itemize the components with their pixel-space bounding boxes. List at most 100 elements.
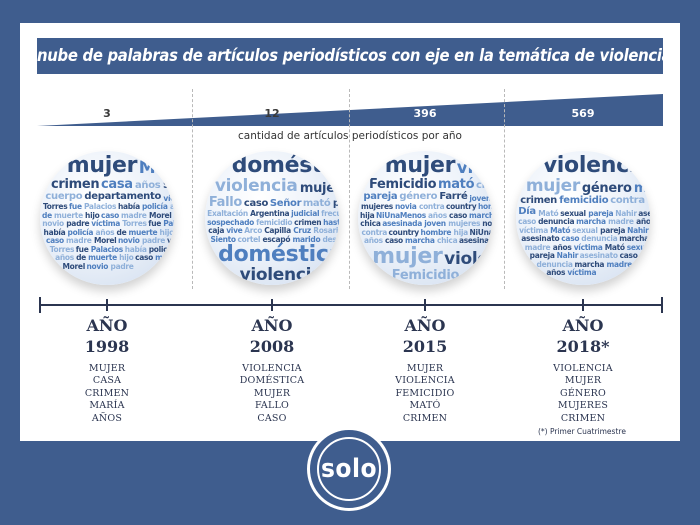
cloud-word: femicidio xyxy=(559,195,609,206)
timeline xyxy=(39,297,663,313)
cloud-word: Palacios xyxy=(83,202,117,211)
cloud-word: mujeres xyxy=(633,181,650,196)
cloud-word: Día xyxy=(518,206,536,217)
cloud-word: víctima xyxy=(91,219,121,228)
cloud-word: Nahir xyxy=(556,251,579,260)
cloud-word: Morel xyxy=(62,261,86,271)
cloud-word: fue xyxy=(148,219,162,228)
year-number: 2018* xyxy=(556,337,610,356)
cloud-word: madre xyxy=(155,253,174,262)
logo-ring: solo xyxy=(317,437,381,501)
top-words-list: VIOLENCIA MUJER GÉNERO MUJERES CRIMEN xyxy=(513,363,653,425)
cloud-word: policía xyxy=(67,227,94,237)
cloud-word: caja xyxy=(208,226,225,235)
infographic-panel: nube de palabras de artículos periodísti… xyxy=(20,23,680,441)
cloud-word: contra xyxy=(610,195,645,206)
cloud-word: años xyxy=(134,180,161,191)
cloud-word: padre xyxy=(66,219,90,228)
cloud-word: sospechado xyxy=(207,217,255,227)
cloud-word: sexual xyxy=(560,208,586,218)
top-word: MATÓ xyxy=(409,400,441,412)
cloud-word: María xyxy=(138,158,174,178)
cloud-word: Arco xyxy=(244,226,263,235)
cloud-word: género xyxy=(399,191,438,202)
cloud-word: departamento xyxy=(84,191,162,202)
count-2018: 569 xyxy=(571,107,595,120)
cloud-word: años xyxy=(428,210,447,220)
column-divider xyxy=(349,89,350,289)
count-2015: 396 xyxy=(413,107,437,120)
cloud-word: víctima xyxy=(163,193,174,203)
cloud-word: madre xyxy=(524,242,551,252)
cloud-word: crimen xyxy=(294,217,322,227)
year-label: AÑO xyxy=(404,316,446,335)
cloud-word: Farré xyxy=(439,191,468,202)
cloud-word: víctima xyxy=(567,268,597,277)
cloud-word: joven xyxy=(424,219,446,228)
cloud-word: crimen xyxy=(475,180,492,191)
cloud-word: casa xyxy=(100,177,133,192)
cloud-word: mujer xyxy=(299,181,339,196)
cloud-word: hija xyxy=(453,227,469,237)
word-cloud-2018: violenciamujergéneromujeres crimenfemicid… xyxy=(516,151,650,285)
top-word: CRIMEN xyxy=(402,412,448,424)
cloud-word: mujer xyxy=(66,153,138,178)
cloud-word: NiUnaMenos xyxy=(376,210,426,220)
cloud-word: doméstica xyxy=(231,153,339,178)
cloud-word: mató xyxy=(302,198,331,209)
cloud-word: género xyxy=(581,181,632,196)
cloud-word: NiUnaMenos xyxy=(469,227,492,237)
cloud-word: hombre xyxy=(477,202,492,211)
cloud-word: country xyxy=(445,202,477,211)
cloud-word: frecuentes xyxy=(321,209,339,218)
cloud-word: Palacios xyxy=(90,244,124,254)
cloud-word: novio xyxy=(86,261,109,271)
cloud-word: sexual xyxy=(626,242,650,252)
cloud-word: muerte xyxy=(88,253,117,262)
cloud-word: Mató xyxy=(550,225,571,235)
cloud-word: mujeres xyxy=(448,219,481,228)
cloud-word: denuncia xyxy=(536,259,573,269)
cloud-word: padre xyxy=(110,261,134,271)
top-word: VIOLENCIA xyxy=(395,375,455,387)
year-block-1998: AÑO 1998 MUJER CASA CRIMEN MARÍA AÑOS xyxy=(37,315,177,425)
year-block-2008: AÑO 2008 VIOLENCIA DOMÉSTICA MUJER FALLO… xyxy=(202,315,342,425)
cloud-word: hijo xyxy=(159,227,174,237)
cloud-word: pasional xyxy=(332,198,339,209)
top-word: CRIMEN xyxy=(84,387,130,399)
cloud-word: Nahir xyxy=(627,225,649,235)
cloud-word: marcha xyxy=(619,234,649,243)
cloud-word: hombre xyxy=(420,227,452,237)
cloud-word: Rosario xyxy=(313,226,339,235)
cloud-word: asesinato xyxy=(521,234,560,243)
top-word: VIOLENCIA xyxy=(553,363,613,374)
cloud-word: judicial xyxy=(291,209,320,218)
top-word: CRIMEN xyxy=(560,412,606,424)
cloud-word: fue xyxy=(68,202,82,211)
cloud-word: padre xyxy=(141,236,166,245)
cloud-word: vive xyxy=(226,226,243,235)
cloud-word: caso xyxy=(561,234,580,243)
cloud-word: víctima xyxy=(519,225,548,235)
cloud-word: Señor xyxy=(269,198,302,209)
top-word: FEMICIDIO xyxy=(395,387,455,399)
cloud-word: Fallo xyxy=(208,195,243,210)
cloud-word: denuncia xyxy=(581,234,618,243)
top-words-list: MUJER VIOLENCIA FEMICIDIO MATÓ CRIMEN xyxy=(355,363,495,425)
cloud-word: novia xyxy=(394,202,417,211)
cloud-word: policía xyxy=(148,244,174,254)
word-cloud-2008: domésticaviolenciamujerFallocasoSeñormat… xyxy=(205,151,339,285)
cloud-word: hasta xyxy=(323,217,339,227)
cloud-word: asesinada xyxy=(382,219,423,228)
cloud-word: novia xyxy=(482,219,492,228)
cloud-word: Cruz xyxy=(293,226,311,235)
word-cloud-2015: mujerviolenciaFemicidiomatócrimenparejag… xyxy=(358,151,492,285)
year-number: 2015 xyxy=(402,337,448,356)
cloud-word: años xyxy=(55,253,74,262)
cloud-word: joven xyxy=(469,193,491,203)
cloud-word: Siento xyxy=(210,234,236,244)
year-label: AÑO xyxy=(86,316,128,335)
cloud-word: víctima xyxy=(573,242,603,252)
top-word: CASA xyxy=(92,375,122,387)
cloud-word: violencia xyxy=(214,176,298,196)
